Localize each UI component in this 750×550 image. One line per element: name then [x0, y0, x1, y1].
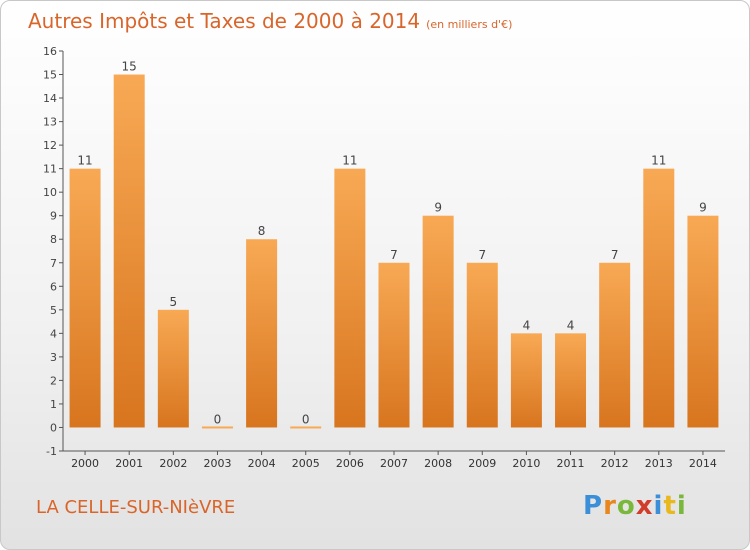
data-label: 7 [611, 248, 619, 262]
x-tick-label: 2001 [115, 457, 143, 470]
x-tick-label: 2002 [159, 457, 187, 470]
data-label: 0 [302, 412, 310, 426]
bar [466, 262, 498, 428]
data-label: 5 [170, 295, 178, 309]
y-tick-label: 6 [50, 280, 57, 293]
bar [687, 215, 719, 428]
x-tick-label: 2008 [424, 457, 452, 470]
y-tick-label: 14 [43, 92, 57, 105]
bar [422, 215, 454, 428]
bar [201, 426, 233, 429]
y-tick-label: 15 [43, 69, 57, 82]
bar [290, 426, 322, 429]
y-tick-label: 0 [50, 421, 57, 434]
y-tick-label: 12 [43, 139, 57, 152]
y-tick-label: 9 [50, 210, 57, 223]
y-tick-label: 16 [43, 45, 57, 58]
bar [113, 74, 145, 428]
x-tick-label: 2009 [468, 457, 496, 470]
data-label: 7 [390, 248, 398, 262]
y-tick-label: 2 [50, 374, 57, 387]
data-label: 11 [342, 154, 357, 168]
x-tick-label: 2013 [645, 457, 673, 470]
data-label: 15 [122, 60, 137, 74]
x-tick-label: 2007 [380, 457, 408, 470]
x-tick-label: 2011 [557, 457, 585, 470]
y-tick-label: 4 [50, 327, 57, 340]
bar [510, 333, 542, 428]
y-tick-label: 5 [50, 304, 57, 317]
data-label: 8 [258, 224, 266, 238]
bar [643, 168, 675, 428]
x-tick-label: 2000 [71, 457, 99, 470]
y-tick-label: -1 [46, 445, 57, 458]
bar [157, 309, 189, 428]
x-tick-label: 2006 [336, 457, 364, 470]
x-tick-label: 2003 [203, 457, 231, 470]
x-tick-label: 2010 [512, 457, 540, 470]
y-tick-label: 11 [43, 163, 57, 176]
data-label: 7 [478, 248, 486, 262]
y-tick-label: 1 [50, 398, 57, 411]
data-label: 4 [523, 318, 531, 332]
commune-name: LA CELLE-SUR-NIèVRE [36, 497, 236, 518]
y-tick-label: 3 [50, 351, 57, 364]
proxiti-logo: Proxiti [583, 491, 687, 521]
y-tick-label: 13 [43, 116, 57, 129]
y-tick-label: 10 [43, 186, 57, 199]
bar [69, 168, 101, 428]
data-label: 4 [567, 318, 575, 332]
data-label: 9 [434, 201, 442, 215]
bar [378, 262, 410, 428]
data-label: 11 [77, 154, 92, 168]
bar [246, 239, 278, 428]
y-tick-label: 7 [50, 257, 57, 270]
bar [599, 262, 631, 428]
x-tick-label: 2014 [689, 457, 717, 470]
y-tick-label: 8 [50, 233, 57, 246]
bar [555, 333, 587, 428]
x-tick-label: 2005 [292, 457, 320, 470]
chart-subtitle: (en milliers d'€) [426, 18, 513, 31]
chart-title: Autres Impôts et Taxes de 2000 à 2014 (en… [28, 9, 512, 33]
bar [334, 168, 366, 428]
data-label: 11 [651, 154, 666, 168]
x-tick-label: 2004 [248, 457, 276, 470]
data-label: 9 [699, 201, 707, 215]
data-label: 0 [214, 412, 222, 426]
chart-title-text: Autres Impôts et Taxes de 2000 à 2014 [28, 9, 421, 33]
x-tick-label: 2012 [601, 457, 629, 470]
